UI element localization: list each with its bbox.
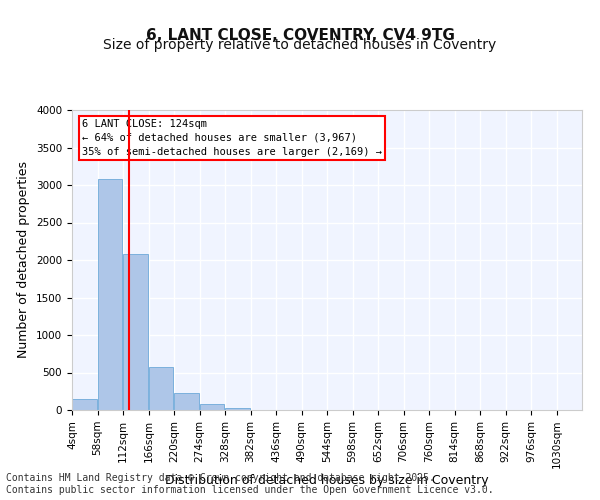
Bar	[200, 404, 224, 410]
X-axis label: Distribution of detached houses by size in Coventry: Distribution of detached houses by size …	[165, 474, 489, 487]
Bar	[149, 367, 173, 410]
Bar	[97, 179, 122, 410]
Text: 6 LANT CLOSE: 124sqm
← 64% of detached houses are smaller (3,967)
35% of semi-de: 6 LANT CLOSE: 124sqm ← 64% of detached h…	[82, 119, 382, 157]
Text: Size of property relative to detached houses in Coventry: Size of property relative to detached ho…	[103, 38, 497, 52]
Bar	[72, 399, 97, 410]
Text: Contains HM Land Registry data © Crown copyright and database right 2025.
Contai: Contains HM Land Registry data © Crown c…	[6, 474, 494, 495]
Bar	[225, 408, 250, 410]
Text: 6, LANT CLOSE, COVENTRY, CV4 9TG: 6, LANT CLOSE, COVENTRY, CV4 9TG	[146, 28, 454, 42]
Bar	[123, 254, 148, 410]
Bar	[174, 393, 199, 410]
Y-axis label: Number of detached properties: Number of detached properties	[17, 162, 31, 358]
